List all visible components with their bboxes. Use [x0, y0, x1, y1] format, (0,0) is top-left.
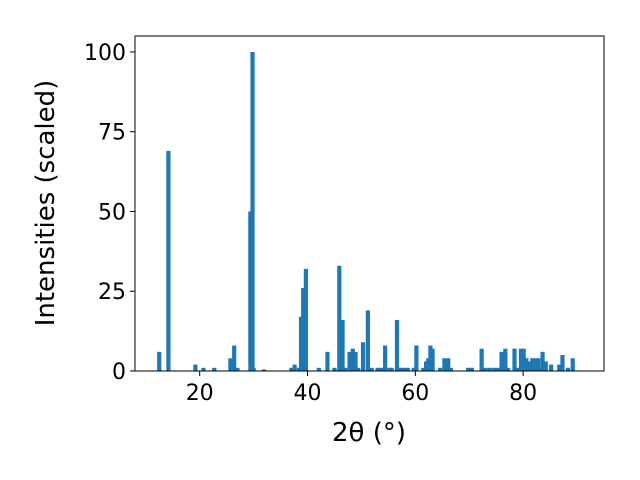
bar — [289, 367, 294, 371]
bar — [250, 51, 255, 371]
bar — [512, 348, 517, 371]
bar — [414, 345, 419, 371]
bar — [483, 367, 488, 371]
bar — [491, 367, 497, 371]
bar — [193, 364, 198, 371]
bar — [356, 367, 361, 371]
bar — [560, 355, 565, 371]
bar — [487, 367, 492, 371]
bar — [401, 367, 407, 371]
y-tick-label: 100 — [84, 41, 126, 66]
bar — [426, 358, 431, 371]
bar — [430, 348, 435, 371]
bar — [303, 268, 308, 371]
bar — [526, 361, 532, 371]
bar — [228, 358, 233, 371]
bar — [533, 358, 538, 371]
bar — [298, 316, 304, 371]
bar — [365, 310, 370, 371]
x-tick-label: 40 — [294, 381, 322, 406]
bar — [332, 367, 337, 371]
bar — [301, 288, 306, 371]
bar — [411, 367, 416, 371]
bar — [340, 319, 345, 371]
bar — [398, 367, 403, 371]
bar — [350, 348, 355, 371]
bar — [369, 367, 374, 371]
bar — [536, 358, 541, 371]
bar — [325, 351, 330, 371]
bar — [570, 358, 575, 371]
bar — [505, 367, 511, 371]
plot-frame — [134, 35, 605, 372]
bar — [232, 345, 237, 371]
bar — [521, 348, 526, 371]
bar — [524, 358, 529, 371]
bar — [387, 367, 392, 371]
bar — [212, 367, 217, 371]
bar — [383, 345, 388, 371]
bar — [479, 348, 484, 371]
bar — [347, 351, 352, 371]
bar — [438, 367, 443, 371]
bar — [375, 367, 380, 371]
bar — [296, 367, 301, 371]
bar — [518, 348, 524, 371]
bar — [166, 150, 171, 371]
x-tick-label: 20 — [186, 381, 214, 406]
y-tick-label: 50 — [98, 200, 126, 225]
y-tick-label: 75 — [98, 121, 126, 146]
bar — [469, 367, 475, 371]
bar — [565, 367, 570, 371]
bar — [540, 351, 545, 371]
bar — [557, 364, 562, 371]
bar — [235, 367, 240, 371]
bar — [446, 358, 451, 371]
x-tick-label: 60 — [401, 381, 429, 406]
bar — [424, 361, 429, 371]
bar — [503, 348, 508, 371]
bar — [428, 345, 433, 371]
bar — [421, 367, 426, 371]
bar — [466, 367, 471, 371]
bar — [543, 361, 548, 371]
bar — [251, 367, 256, 371]
x-tick-label: 80 — [509, 381, 537, 406]
bar — [261, 369, 266, 371]
bar — [495, 367, 500, 371]
bar — [248, 211, 253, 371]
bar — [448, 367, 453, 371]
y-tick-label: 25 — [98, 280, 126, 305]
bar — [515, 367, 520, 371]
y-axis-label: Intensities (scaled) — [31, 80, 61, 327]
bar — [538, 367, 543, 371]
y-tick-label: 0 — [112, 360, 126, 385]
bars-group — [157, 51, 575, 371]
bar — [292, 364, 297, 371]
bar — [442, 358, 447, 371]
bar — [394, 319, 400, 371]
bar — [337, 265, 342, 371]
x-axis-label: 2θ (°) — [332, 418, 406, 448]
bar — [157, 351, 162, 371]
bar — [499, 351, 504, 371]
bar — [353, 351, 358, 371]
bar — [201, 367, 206, 371]
bar — [549, 364, 554, 371]
x-axis: 20 40 60 80 — [186, 371, 537, 406]
y-axis: 0 25 50 75 100 — [84, 41, 135, 385]
bar — [379, 367, 384, 371]
bar — [343, 367, 348, 371]
bar — [530, 358, 535, 371]
bar — [405, 367, 410, 371]
bar — [316, 367, 321, 371]
bar — [389, 367, 394, 371]
bar — [360, 342, 366, 371]
